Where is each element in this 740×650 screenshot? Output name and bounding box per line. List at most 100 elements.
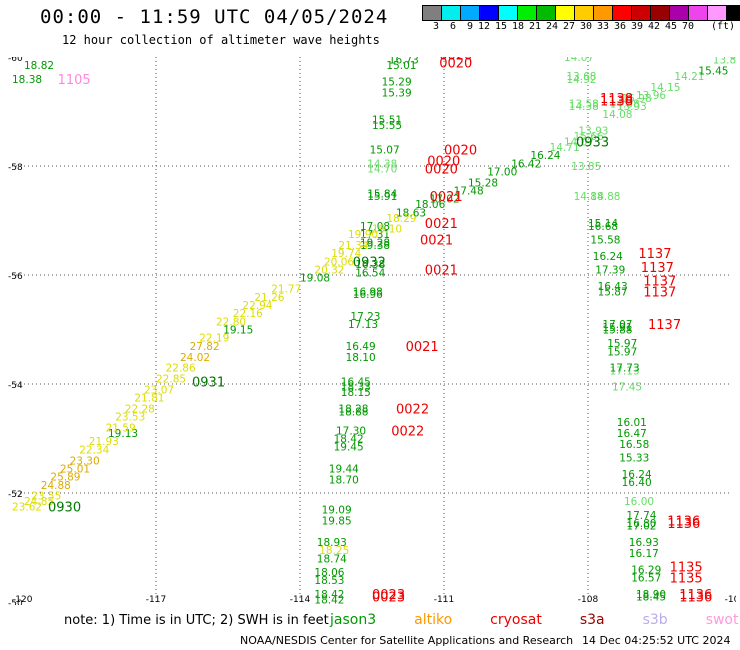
pass-time-label: 1136 (679, 591, 712, 605)
pass-time-label: 0020 (439, 57, 472, 63)
credit-line: NOAA/NESDIS Center for Satellite Applica… (240, 634, 574, 647)
wave-height-label: 17.48 (454, 186, 484, 198)
wave-height-label: 14.38 (610, 98, 640, 110)
wave-height-label: 19.08 (300, 273, 330, 285)
colorbar-swatch (593, 5, 613, 21)
pass-time-label: 1137 (643, 274, 676, 289)
colorbar-label: 3 (432, 21, 439, 32)
wave-height-label: 15.01 (386, 60, 416, 72)
wave-height-label: 17.39 (595, 265, 625, 277)
wave-height-label: 22.19 (199, 333, 229, 345)
pass-time-label: 0021 (425, 217, 458, 232)
wave-height-label: 14.38 (569, 101, 599, 113)
colorbar-swatch (612, 5, 632, 21)
y-tick-label: -54 (8, 381, 23, 391)
wave-height-label: 18.82 (24, 60, 54, 72)
colorbar-swatch (479, 5, 499, 21)
wave-height-label: 14.07 (564, 136, 594, 148)
legend-entry: cryosat (490, 612, 542, 628)
wave-height-label: 20.32 (314, 265, 344, 277)
wave-height-label: 14.88 (590, 191, 620, 203)
legend-entry: s3b (642, 612, 668, 628)
wave-height-label: 15.97 (607, 346, 637, 358)
wave-height-label: 18.42 (314, 589, 344, 601)
wave-height-label: 24.02 (180, 352, 210, 364)
wave-height-label: 16.42 (511, 158, 541, 170)
legend-entry: s3a (579, 612, 605, 628)
wave-height-label: 16.24 (593, 251, 623, 263)
wave-height-label: 15.55 (372, 120, 402, 132)
wave-height-label: 13.96 (636, 90, 666, 102)
pass-time-label: 0023 (372, 588, 405, 603)
wave-height-label: 22.85 (156, 374, 186, 386)
pass-time-label: 1138 (600, 95, 633, 110)
pass-time-label: 0021 (420, 234, 453, 249)
generated-timestamp: 14 Dec 04:25:52 UTC 2024 (582, 634, 731, 647)
wave-height-label: 16.68 (588, 221, 618, 233)
wave-height-label: 15.91 (602, 322, 632, 334)
colorbar-swatch (555, 5, 575, 21)
wave-height-label: 18.45 (636, 592, 666, 604)
wave-height-label: 21.77 (271, 284, 301, 296)
pass-time-label: 0932 (353, 255, 386, 270)
wave-height-label: 13.93 (578, 126, 608, 138)
colorbar-label: 21 (528, 21, 541, 32)
wave-height-label: 15.39 (382, 87, 412, 99)
wave-height-label: 19.09 (322, 504, 352, 516)
wave-height-label: 15.14 (588, 218, 618, 230)
wave-height-label: 15.45 (698, 66, 728, 78)
wave-height-map: -50 -52 -54 -56 -58 -60 -120 -117 -114 -111 -108 -1… (8, 57, 736, 605)
colorbar-label: 27 (562, 21, 575, 32)
wave-height-label: 18.42 (334, 434, 364, 446)
pass-time-label: 0020 (425, 163, 458, 178)
wave-height-label: 17.74 (626, 510, 656, 522)
wave-height-label: 16.24 (530, 150, 560, 162)
pass-time-label: 1136 (667, 517, 700, 532)
wave-height-label: 18.28 (338, 404, 368, 416)
pass-time-label: 1137 (648, 318, 681, 333)
wave-height-label: 14.08 (602, 109, 632, 121)
wave-height-label: 17.13 (348, 319, 378, 331)
wave-height-label: 16.93 (629, 537, 659, 549)
wave-height-label: 25.01 (60, 463, 90, 475)
wave-height-label: 17.07 (602, 319, 632, 331)
colorbar (422, 5, 740, 21)
wave-height-label: 16.96 (353, 289, 383, 301)
wave-height-label: 16.38 (355, 259, 385, 271)
colorbar-swatch (631, 5, 651, 21)
x-tick-label: -10 (725, 595, 736, 605)
pass-time-label: 0020 (439, 57, 472, 71)
wave-height-label: 19.74 (331, 248, 361, 260)
wave-height-label: 18.06 (415, 199, 445, 211)
wave-height-label: 13.68 (566, 71, 596, 83)
colorbar-label: 30 (579, 21, 592, 32)
colorbar-labels: 3 6 9 12 15 18 21 24 27 30 33 36 39 42 45 70 (422, 21, 694, 32)
colorbar-swatch (669, 5, 689, 21)
wave-height-label: 23.55 (31, 491, 61, 503)
wave-height-label: 22.94 (242, 300, 272, 312)
wave-height-label: 21.81 (134, 393, 164, 405)
wave-height-label: 19.85 (322, 515, 352, 527)
wave-height-label: 15.87 (598, 286, 628, 298)
x-tick-label: -114 (290, 595, 311, 605)
pass-time-label: 0020 (444, 144, 477, 159)
wave-height-label: 22.16 (233, 308, 263, 320)
pass-time-label: 1135 (670, 571, 703, 586)
pass-time-label: 0021 (430, 190, 463, 205)
colorbar-label: 18 (511, 21, 524, 32)
wave-height-label: 18.42 (314, 594, 344, 605)
wave-height-label: 19.15 (223, 325, 253, 337)
colorbar-swatch (707, 5, 727, 21)
wave-height-label: 15.91 (367, 191, 397, 203)
chart-title: 00:00 - 11:59 UTC 04/05/2024 (40, 6, 389, 28)
wave-height-label: 24.85 (24, 496, 54, 508)
colorbar-swatch (574, 5, 594, 21)
colorbar-label: 70 (681, 21, 694, 32)
wave-height-label: 22.80 (216, 316, 246, 328)
wave-height-label: 15.28 (468, 177, 498, 189)
wave-height-label: 14.07 (564, 57, 594, 64)
wave-height-label: 13.58 (569, 98, 599, 110)
wave-height-label: 17.02 (626, 521, 656, 533)
wave-height-label: 23.62 (12, 502, 42, 514)
pass-time-label: 0022 (396, 403, 429, 418)
